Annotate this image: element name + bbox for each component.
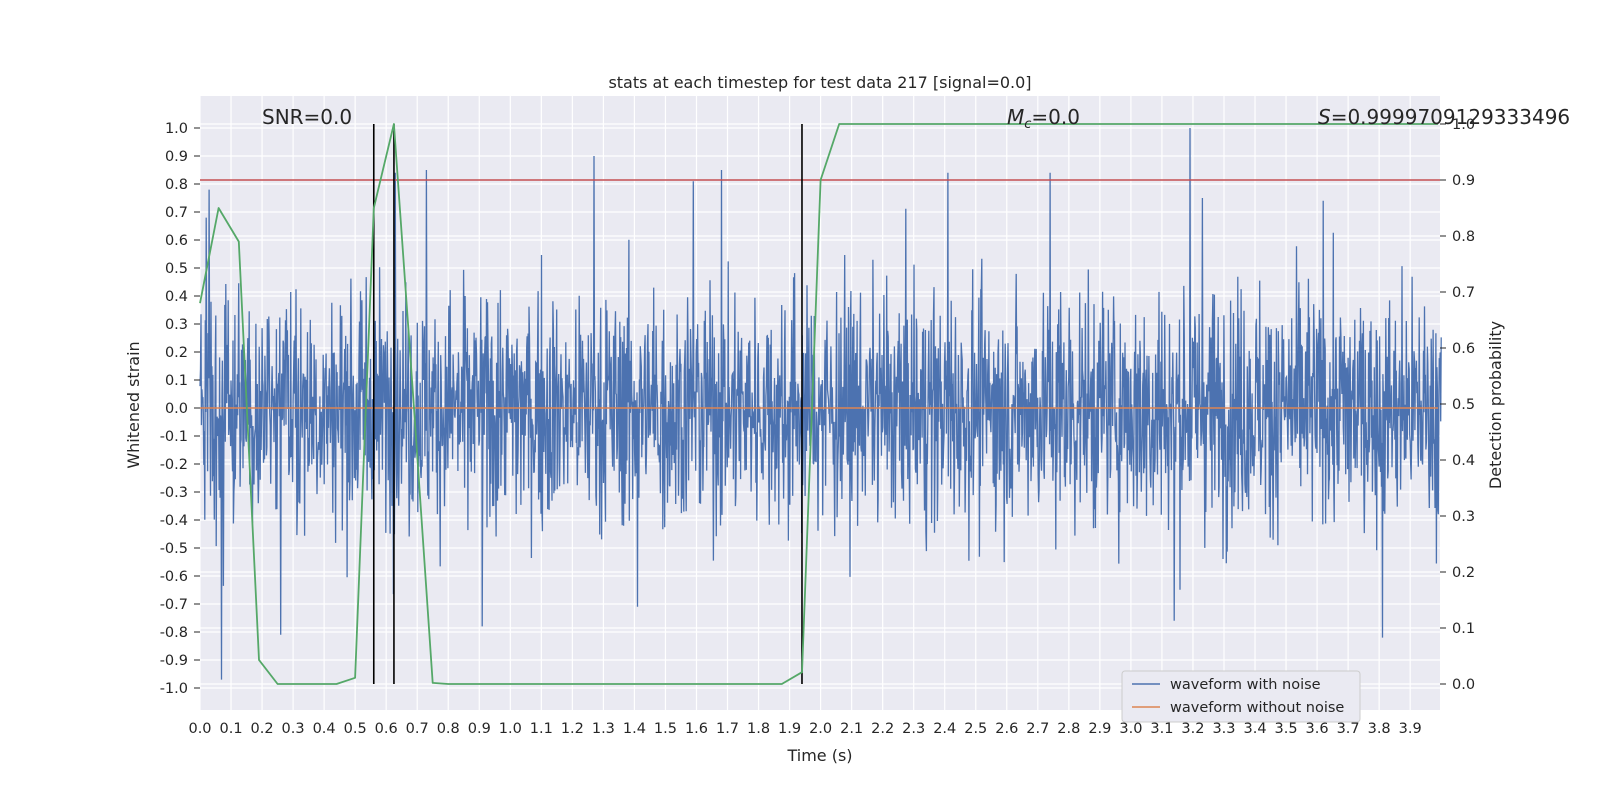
x-tick-label: 3.1 [1150, 721, 1173, 737]
legend-label-clean: waveform without noise [1170, 700, 1344, 716]
y2-tick-label: 0.7 [1452, 285, 1475, 301]
y-tick-label: 0.8 [165, 177, 188, 193]
x-tick-label: 3.6 [1306, 721, 1329, 737]
y-tick-labels: 1.0 0.9 0.8 0.7 0.6 0.5 0.4 0.3 0.2 0.1 0.0 -0.1 -0.… [160, 121, 200, 697]
x-tick-label: 2.1 [840, 721, 863, 737]
x-tick-label: 3.9 [1399, 721, 1422, 737]
y2-tick-label: 0.0 [1452, 677, 1475, 693]
y-tick-label: 0.5 [165, 261, 188, 277]
y-tick-label: -0.4 [160, 513, 188, 529]
x-tick-label: 0.8 [437, 721, 460, 737]
x-tick-label: 3.2 [1181, 721, 1204, 737]
y2-tick-label: 0.6 [1452, 341, 1475, 357]
y-axis-label: Whitened strain [124, 341, 143, 468]
series-waveform-with-noise [199, 127, 1442, 680]
x-tick-labels: 0.0 0.1 0.2 0.3 0.4 0.5 0.6 0.7 0.8 0.9 1.0 1.1 1.2 1… [188, 721, 1421, 737]
x-tick-label: 0.3 [282, 721, 305, 737]
y-tick-label: 0.7 [165, 205, 188, 221]
x-tick-label: 2.6 [995, 721, 1018, 737]
x-tick-label: 1.9 [778, 721, 801, 737]
y2-tick-label: 0.3 [1452, 509, 1475, 525]
x-tick-label: 0.1 [219, 721, 242, 737]
detection-probability-line [199, 123, 1439, 685]
y-tick-label: 0.3 [165, 317, 188, 333]
chart-title: stats at each timestep for test data 217… [608, 73, 1031, 92]
x-tick-label: 1.2 [561, 721, 584, 737]
grid [199, 96, 1440, 710]
x-tick-label: 0.6 [375, 721, 398, 737]
x-tick-label: 0.4 [313, 721, 336, 737]
x-tick-label: 2.0 [809, 721, 832, 737]
y2-tick-label: 0.4 [1452, 453, 1475, 469]
y2-tick-label: 0.9 [1452, 173, 1475, 189]
y-tick-label: 0.6 [165, 233, 188, 249]
y-tick-label: 0.9 [165, 149, 188, 165]
x-tick-label: 3.4 [1243, 721, 1266, 737]
x-tick-label: 1.3 [592, 721, 615, 737]
x-tick-label: 1.0 [499, 721, 522, 737]
x-tick-label: 0.5 [344, 721, 367, 737]
x-tick-label: 3.7 [1337, 721, 1360, 737]
x-tick-label: 2.9 [1088, 721, 1111, 737]
x-tick-label: 1.7 [716, 721, 739, 737]
y2-tick-label: 0.1 [1452, 621, 1475, 637]
y2-tick-label: 1.0 [1452, 117, 1475, 133]
x-tick-label: 3.0 [1119, 721, 1142, 737]
x-tick-label: 2.8 [1057, 721, 1080, 737]
y-tick-label: 1.0 [165, 121, 188, 137]
x-tick-label: 2.4 [933, 721, 956, 737]
y-tick-label: 0.2 [165, 345, 188, 361]
x-tick-label: 1.4 [623, 721, 646, 737]
y-tick-label: -0.9 [160, 653, 188, 669]
x-tick-label: 1.6 [685, 721, 708, 737]
legend-label-noise: waveform with noise [1170, 677, 1321, 693]
score-annotation: S=0.9999709129333496 [1318, 105, 1570, 129]
x-tick-label: 1.5 [654, 721, 677, 737]
x-tick-label: 2.5 [964, 721, 987, 737]
legend-box [1121, 670, 1361, 723]
x-tick-label: 3.3 [1212, 721, 1235, 737]
y-tick-label: 0.1 [165, 373, 188, 389]
y-tick-label: -0.5 [160, 541, 188, 557]
y-tick-label: -1.0 [160, 681, 188, 697]
x-tick-label: 1.1 [530, 721, 553, 737]
y2-tick-label: 0.2 [1452, 565, 1475, 581]
waveform-with-noise-line [199, 127, 1442, 680]
x-tick-label: 2.3 [902, 721, 925, 737]
chirp-mass-annotation: Mc=0.0 [1007, 105, 1080, 132]
x-axis-label: Time (s) [786, 746, 852, 765]
x-tick-label: 0.9 [468, 721, 491, 737]
y-tick-label: -0.1 [160, 429, 188, 445]
legend: waveform with noise waveform without noi… [1121, 670, 1361, 723]
y-tick-label: -0.8 [160, 625, 188, 641]
x-tick-label: 3.5 [1275, 721, 1298, 737]
snr-annotation: SNR=0.0 [262, 105, 352, 129]
y2-tick-labels: 1.0 0.9 0.8 0.7 0.6 0.5 0.4 0.3 0.2 0.1 0.0 [1440, 117, 1475, 693]
y-tick-label: 0.0 [165, 401, 188, 417]
x-tick-label: 0.0 [188, 721, 211, 737]
y-tick-label: -0.7 [160, 597, 188, 613]
y2-tick-label: 0.5 [1452, 397, 1475, 413]
x-tick-label: 0.2 [251, 721, 274, 737]
y-tick-label: -0.6 [160, 569, 188, 585]
x-tick-label: 0.7 [406, 721, 429, 737]
x-tick-label: 3.8 [1368, 721, 1391, 737]
x-tick-label: 2.2 [871, 721, 894, 737]
x-tick-label: 1.8 [747, 721, 770, 737]
y-tick-label: -0.3 [160, 485, 188, 501]
y-tick-label: -0.2 [160, 457, 188, 473]
series-detection-probability [199, 123, 1439, 685]
x-tick-label: 2.7 [1026, 721, 1049, 737]
y-tick-label: 0.4 [165, 289, 188, 305]
y2-tick-label: 0.8 [1452, 229, 1475, 245]
y2-axis-label: Detection probability [1486, 321, 1505, 489]
